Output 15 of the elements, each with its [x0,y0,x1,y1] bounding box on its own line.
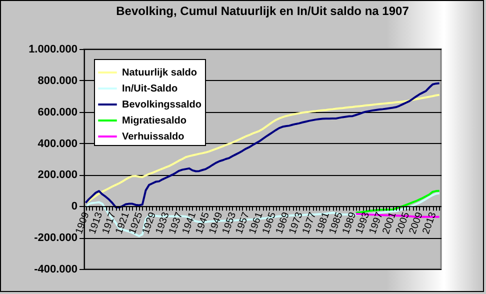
y-tick-label: 800.000 [38,74,78,87]
y-tick-label: 0 [71,200,78,213]
y-tick-label: 400.000 [38,138,78,150]
y-tick-label: 1.000.000 [28,44,78,56]
y-tick-label: 200.000 [38,169,78,182]
legend-label: In/Uit-Saldo [122,84,178,94]
chart-title: Bevolking, Cumul Natuurlijk en In/Uit saldo na 1907 [116,4,410,18]
x-tick-label: 2013 [420,210,439,236]
y-tick-label: -400.000 [34,264,78,276]
y-tick-label: 600.000 [38,106,78,118]
legend-label: Natuurlijk saldo [122,68,198,78]
y-tick-label: -200.000 [34,232,78,244]
legend-label: Verhuissaldo [122,132,184,142]
legend-label: Bevolkingssaldo [122,100,202,110]
legend-label: Migratiesaldo [122,116,186,126]
